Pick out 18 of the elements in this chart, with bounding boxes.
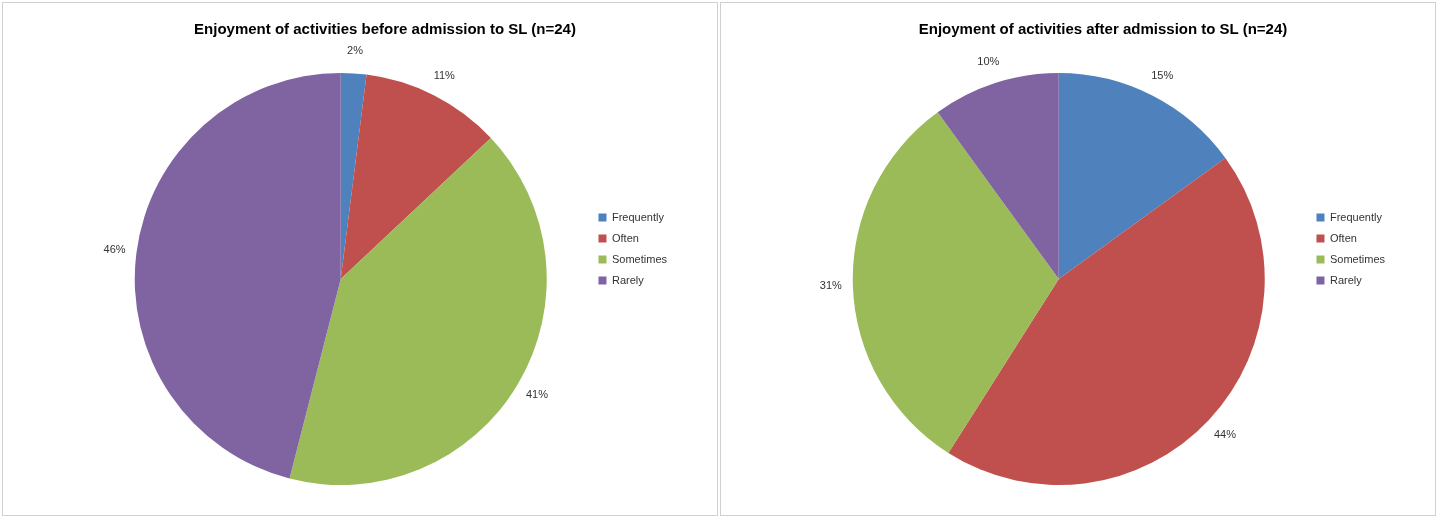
legend-label: Frequently <box>611 210 665 223</box>
data-label: 44% <box>1213 428 1237 441</box>
data-label: 15% <box>1151 68 1174 81</box>
legend-label: Frequently <box>1329 210 1383 223</box>
data-label: 41% <box>525 388 549 401</box>
legend-label: Often <box>611 231 639 244</box>
chart-title: Enjoyment of activities before admission to SL (n=24) <box>194 20 576 38</box>
data-label: 46% <box>103 243 126 256</box>
legend-label: Often <box>1329 231 1357 244</box>
legend-label: Sometimes <box>1329 252 1386 265</box>
data-label: 11% <box>433 68 456 81</box>
legend-label: Rarely <box>1329 273 1363 286</box>
data-label: 2% <box>347 44 364 57</box>
chart-title: Enjoyment of activities after admission to SL (n=24) <box>918 20 1288 38</box>
data-label: 10% <box>977 55 1000 68</box>
legend-label: Rarely <box>611 273 645 286</box>
legend-label: Sometimes <box>611 252 668 265</box>
data-label: 31% <box>819 279 843 292</box>
